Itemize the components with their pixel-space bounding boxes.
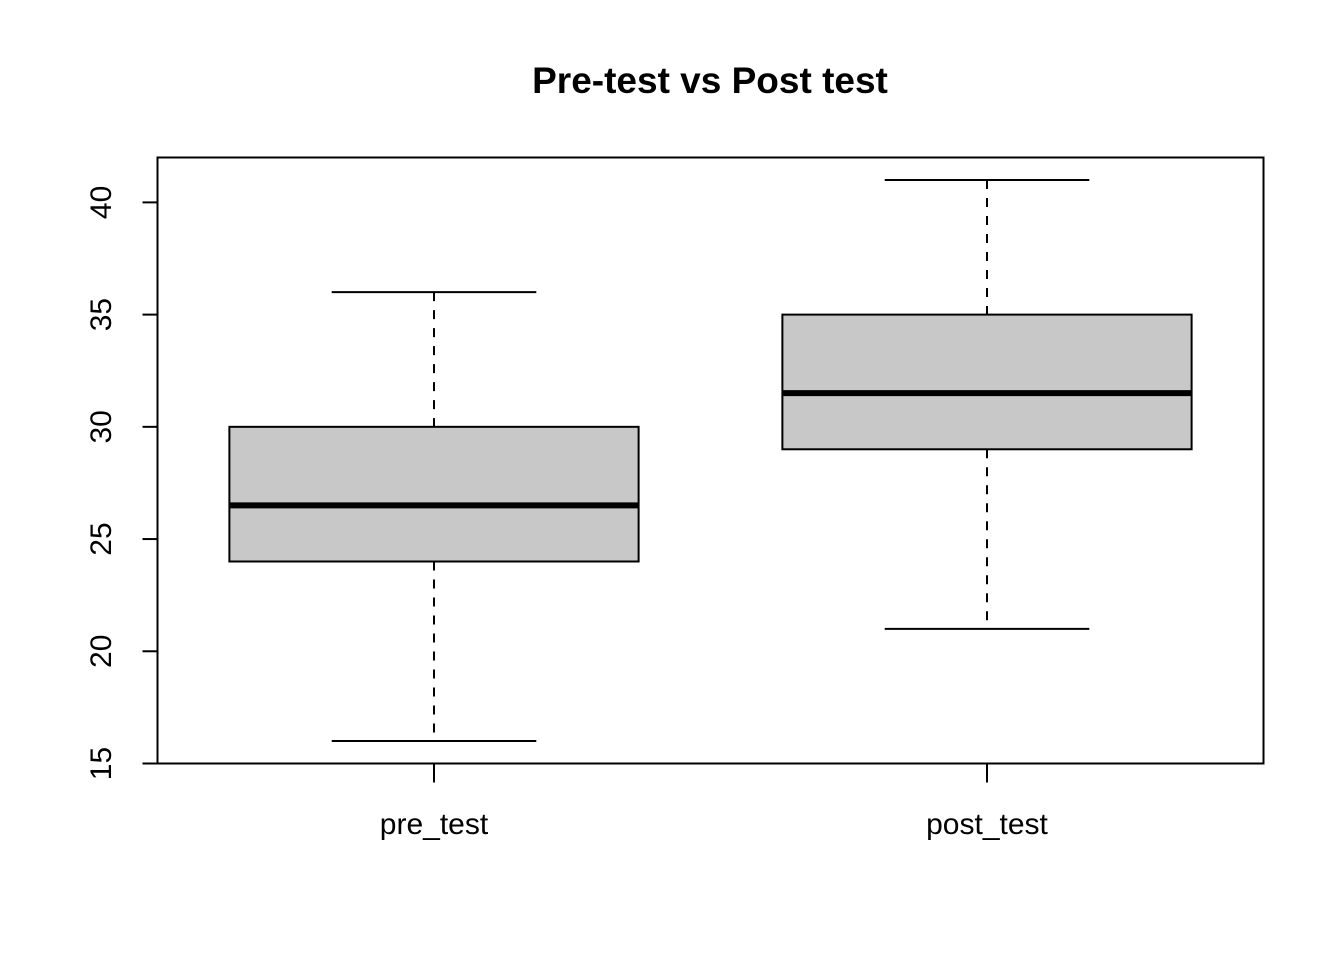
y-axis: 15 20 25 30 35 40 <box>85 186 158 780</box>
y-tick-label: 35 <box>85 298 118 331</box>
y-tick-label: 15 <box>85 747 118 780</box>
y-tick-label: 40 <box>85 186 118 219</box>
plot-frame <box>156 156 1265 765</box>
x-tick-label: post_test <box>926 808 1048 841</box>
y-tick-label: 25 <box>85 522 118 555</box>
y-tick-label: 20 <box>85 635 118 668</box>
x-axis: pre_test post_test <box>380 763 1049 841</box>
iqr-box <box>228 425 640 563</box>
chart-title: Pre-test vs Post test <box>532 60 888 101</box>
y-tick-label: 30 <box>85 410 118 443</box>
iqr-box <box>781 313 1193 451</box>
box-group-pre_test <box>228 291 640 743</box>
x-tick-label: pre_test <box>380 808 489 841</box>
boxes-layer <box>228 178 1193 743</box>
box-group-post_test <box>781 178 1193 630</box>
